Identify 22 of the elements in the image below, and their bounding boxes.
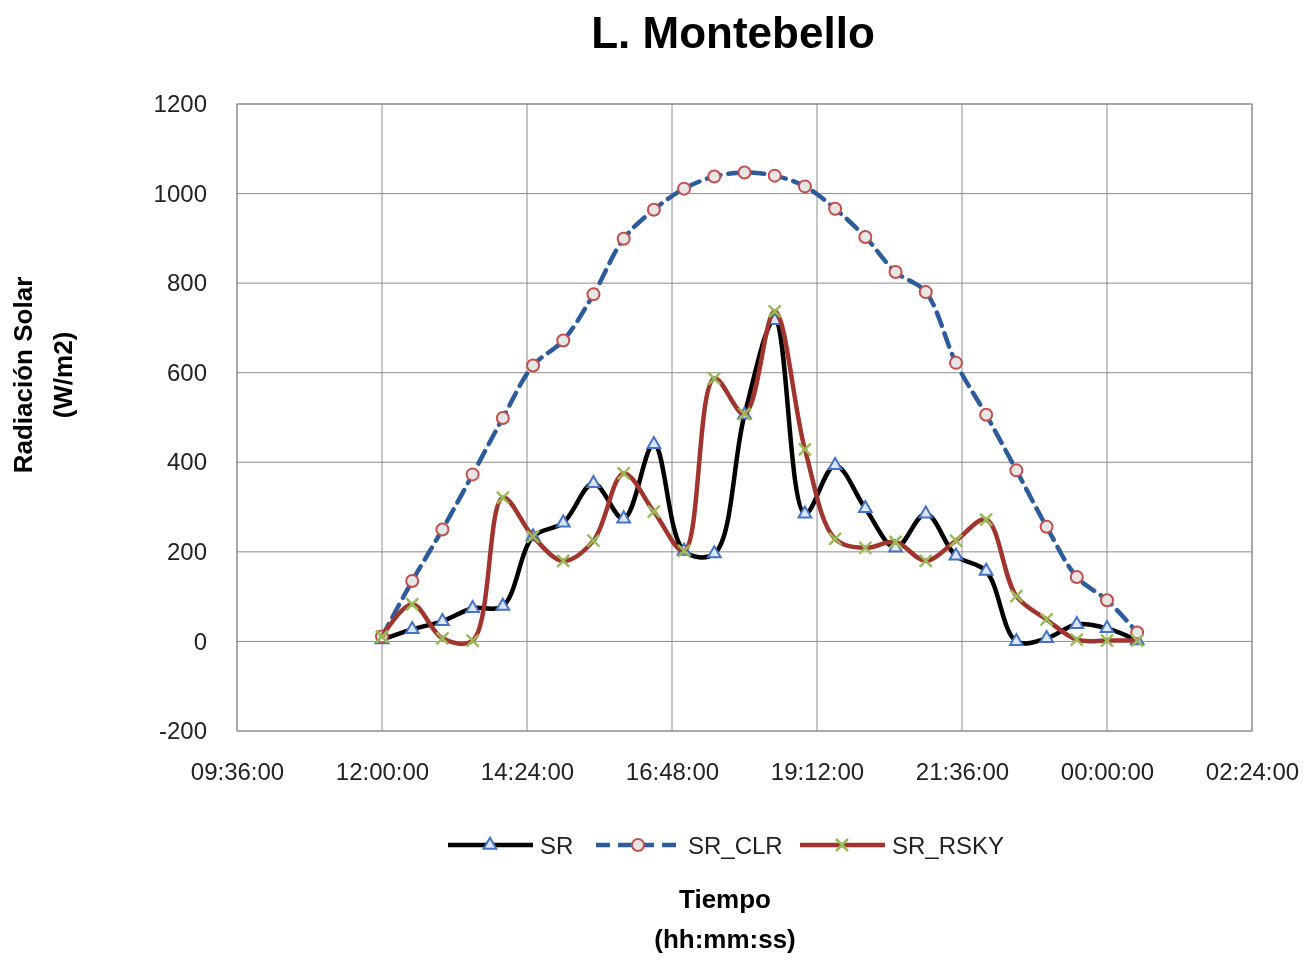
y-tick-label: 400 [166,448,207,476]
y-tick-label: 200 [166,538,207,566]
x-tick-label: 21:36:00 [915,758,1010,786]
y-tick-label: -200 [158,717,207,745]
y-tick-label: 600 [166,358,207,386]
x-tick-label: 14:24:00 [480,758,575,786]
x-axis-title: Tiempo (hh:mm:ss) [654,884,796,954]
y-tick-label: 0 [193,627,207,655]
legend-label: SR_RSKY [892,832,1005,859]
y-tick-label: 800 [166,269,207,297]
chart-title: L. Montebello [591,8,875,57]
y-tick-label: 1200 [153,90,207,118]
y-axis-title: Radiación Solar (W/m2) [8,276,78,474]
x-tick-label: 00:00:00 [1060,758,1155,786]
legend-label: SR_CLR [688,832,783,859]
x-tick-label: 02:24:00 [1205,758,1300,786]
x-tick-label: 12:00:00 [335,758,430,786]
x-tick-label: 16:48:00 [625,758,720,786]
x-tick-label: 19:12:00 [770,758,865,786]
y-tick-label: 1000 [153,179,207,207]
x-tick-label: 09:36:00 [190,758,285,786]
legend-label: SR [540,832,574,859]
